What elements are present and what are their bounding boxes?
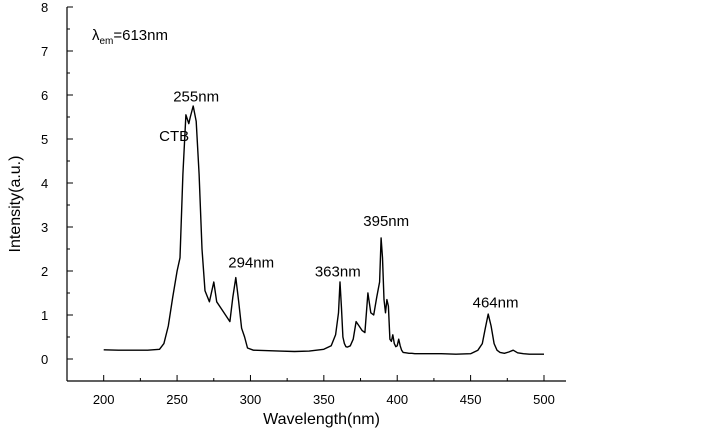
spectrum-line: [103, 105, 544, 355]
y-tick-label: 3: [41, 220, 48, 235]
y-tick-label: 1: [41, 308, 48, 323]
x-axis-title: Wavelength(nm): [263, 411, 380, 428]
peak-annotation: 294nm: [228, 254, 274, 271]
plot-area: [103, 105, 544, 355]
y-tick-label: 7: [41, 44, 48, 59]
x-tick-label: 450: [460, 392, 482, 407]
x-tick-label: 250: [166, 392, 188, 407]
y-tick-label: 4: [41, 176, 48, 191]
x-tick-label: 200: [93, 392, 115, 407]
x-tick-label: 500: [533, 392, 555, 407]
peak-annotation: 363nm: [315, 263, 361, 280]
y-axis-title: Intensity(a.u.): [7, 156, 24, 253]
peak-annotation: 395nm: [363, 213, 409, 230]
x-axis: 200 250 300 350 400 450 500: [66, 375, 566, 407]
x-tick-label: 400: [386, 392, 408, 407]
y-tick-label: 6: [41, 88, 48, 103]
peak-annotation: 464nm: [473, 295, 519, 312]
peak-annotation: CTB: [159, 128, 189, 145]
x-tick-label: 350: [313, 392, 335, 407]
lambda-subscript: em: [99, 36, 113, 47]
lambda-symbol: λ: [92, 27, 100, 44]
annotations: 255nm CTB 294nm 363nm 395nm 464nm: [159, 89, 518, 312]
y-tick-label: 2: [41, 264, 48, 279]
y-tick-label: 0: [41, 352, 48, 367]
lambda-value: =613nm: [113, 27, 168, 44]
peak-annotation: 255nm: [173, 89, 219, 106]
emission-wavelength-label: λem=613nm: [92, 27, 168, 47]
y-axis: 0 1 2 3 4 5 6 7 8: [41, 0, 73, 382]
x-tick-label: 300: [240, 392, 262, 407]
y-tick-label: 5: [41, 132, 48, 147]
y-tick-label: 8: [41, 0, 48, 15]
